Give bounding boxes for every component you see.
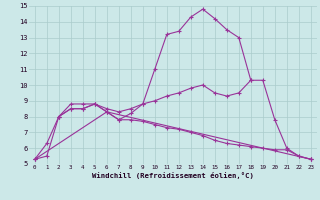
- X-axis label: Windchill (Refroidissement éolien,°C): Windchill (Refroidissement éolien,°C): [92, 172, 254, 179]
